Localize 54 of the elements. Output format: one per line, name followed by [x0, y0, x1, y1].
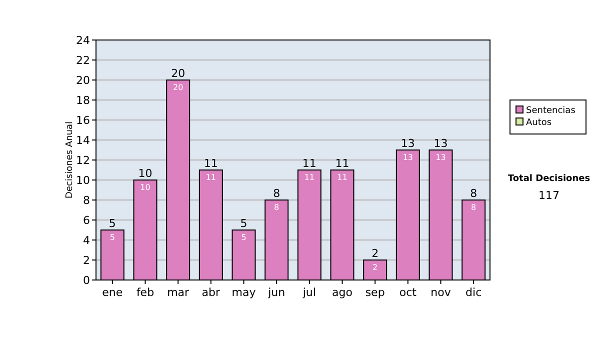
x-tick-label: may	[232, 286, 256, 299]
y-tick-label: 0	[83, 274, 90, 287]
y-tick-label: 6	[83, 214, 90, 227]
y-tick-label: 10	[76, 174, 90, 187]
total-label: 8	[470, 187, 478, 200]
text: 117	[538, 189, 560, 202]
y-tick-label: 14	[76, 134, 90, 147]
data-label: 2	[372, 263, 378, 272]
data-label: 5	[110, 233, 115, 242]
x-tick-label: oct	[399, 286, 418, 299]
total-label: 20	[171, 67, 186, 80]
y-tick-label: 12	[76, 154, 90, 167]
legend-label: Autos	[526, 118, 552, 128]
data-label: 8	[471, 203, 476, 212]
y-tick-label: 22	[76, 54, 90, 67]
y-tick-label: 4	[83, 234, 90, 247]
y-tick-label: 18	[76, 94, 90, 107]
x-tick-label: sep	[365, 286, 385, 299]
data-label: 8	[274, 203, 280, 212]
y-axis-title: Decisiones Anual	[65, 122, 75, 198]
total-label: 13	[434, 137, 448, 150]
y-tick-label: 24	[76, 34, 90, 47]
data-label: 13	[402, 153, 414, 162]
x-tick-label: jul	[302, 286, 316, 299]
data-label: 5	[241, 233, 246, 242]
total-label: 5	[108, 217, 116, 230]
total-label: 13	[400, 137, 415, 150]
text: Total Decisiones	[508, 174, 590, 184]
x-tick-label: ene	[102, 286, 123, 299]
data-label: 13	[436, 153, 446, 162]
data-label: 11	[337, 173, 348, 182]
x-tick-label: nov	[430, 286, 452, 299]
x-tick-label: feb	[136, 286, 154, 299]
total-label: 2	[372, 247, 379, 260]
y-tick-label: 8	[83, 194, 90, 207]
data-label: 20	[172, 83, 184, 92]
x-tick-label: abr	[202, 286, 221, 299]
legend-label: Sentencias	[526, 106, 576, 116]
total-label: 8	[273, 187, 280, 200]
total-label: 10	[138, 167, 152, 180]
data-label: 10	[140, 183, 150, 192]
x-tick-label: mar	[167, 286, 190, 299]
x-tick-label: jun	[267, 286, 286, 299]
x-tick-label: ago	[332, 286, 353, 299]
total-label: 11	[204, 157, 218, 170]
total-label: 11	[335, 157, 350, 170]
total-label: 11	[302, 157, 316, 170]
y-tick-label: 2	[83, 254, 90, 267]
total-label: 5	[240, 217, 248, 230]
data-label: 11	[304, 173, 315, 182]
y-tick-label: 20	[76, 74, 90, 87]
data-label: 11	[206, 173, 216, 182]
x-tick-label: dic	[466, 286, 482, 299]
y-tick-label: 16	[76, 114, 90, 127]
